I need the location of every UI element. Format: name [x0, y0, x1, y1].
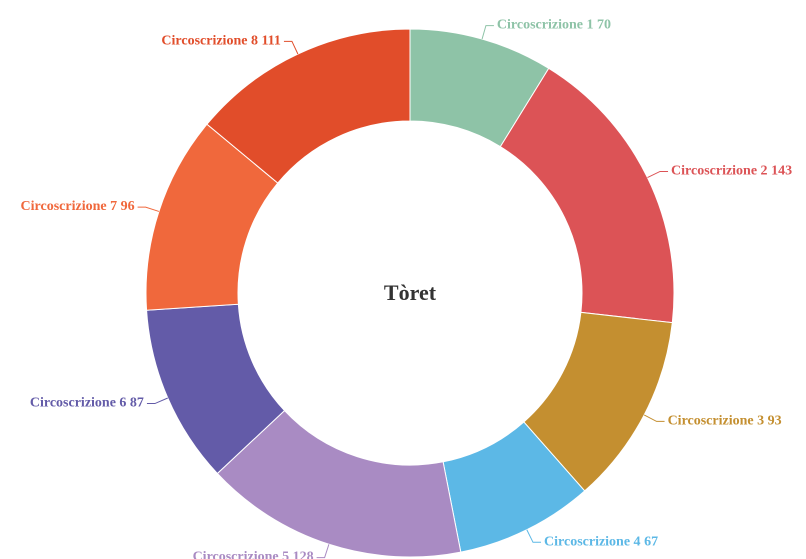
value-label: 143 — [771, 164, 792, 179]
leader-line — [643, 414, 665, 422]
category-label: Circoscrizione 5 — [193, 550, 290, 559]
category-label: Circoscrizione 3 — [668, 414, 765, 429]
value-label: 93 — [768, 414, 782, 429]
category-label: Circoscrizione 4 — [544, 535, 641, 550]
leader-line — [146, 397, 168, 405]
data-label: Circoscrizione 5 128 — [193, 550, 314, 559]
data-label: Circoscrizione 8 111 — [161, 34, 281, 49]
value-label: 96 — [121, 199, 135, 214]
leader-line — [481, 25, 494, 40]
data-label: Circoscrizione 1 70 — [497, 18, 611, 33]
donut-segment — [499, 67, 675, 324]
category-label: Circoscrizione 8 — [161, 34, 258, 49]
chart-title: Tòret — [384, 280, 437, 305]
donut-segment — [206, 28, 411, 184]
leader-line — [647, 170, 669, 179]
leader-line — [283, 40, 299, 55]
value-label: 70 — [597, 18, 611, 33]
value-label: 67 — [644, 535, 658, 550]
value-label: 87 — [130, 396, 144, 411]
leader-line — [316, 544, 330, 559]
data-label: Circoscrizione 6 87 — [30, 396, 144, 411]
category-label: Circoscrizione 1 — [497, 18, 594, 33]
data-label: Circoscrizione 3 93 — [668, 414, 782, 429]
category-label: Circoscrizione 7 — [21, 199, 118, 214]
leader-line — [137, 206, 160, 212]
data-label: Circoscrizione 4 67 — [544, 535, 658, 550]
value-label: 128 — [293, 550, 314, 559]
data-label: Circoscrizione 2 143 — [671, 164, 792, 179]
leader-line — [526, 529, 542, 543]
category-label: Circoscrizione 6 — [30, 396, 127, 411]
value-label: 111 — [261, 34, 280, 49]
category-label: Circoscrizione 2 — [671, 164, 768, 179]
data-label: Circoscrizione 7 96 — [21, 199, 135, 214]
